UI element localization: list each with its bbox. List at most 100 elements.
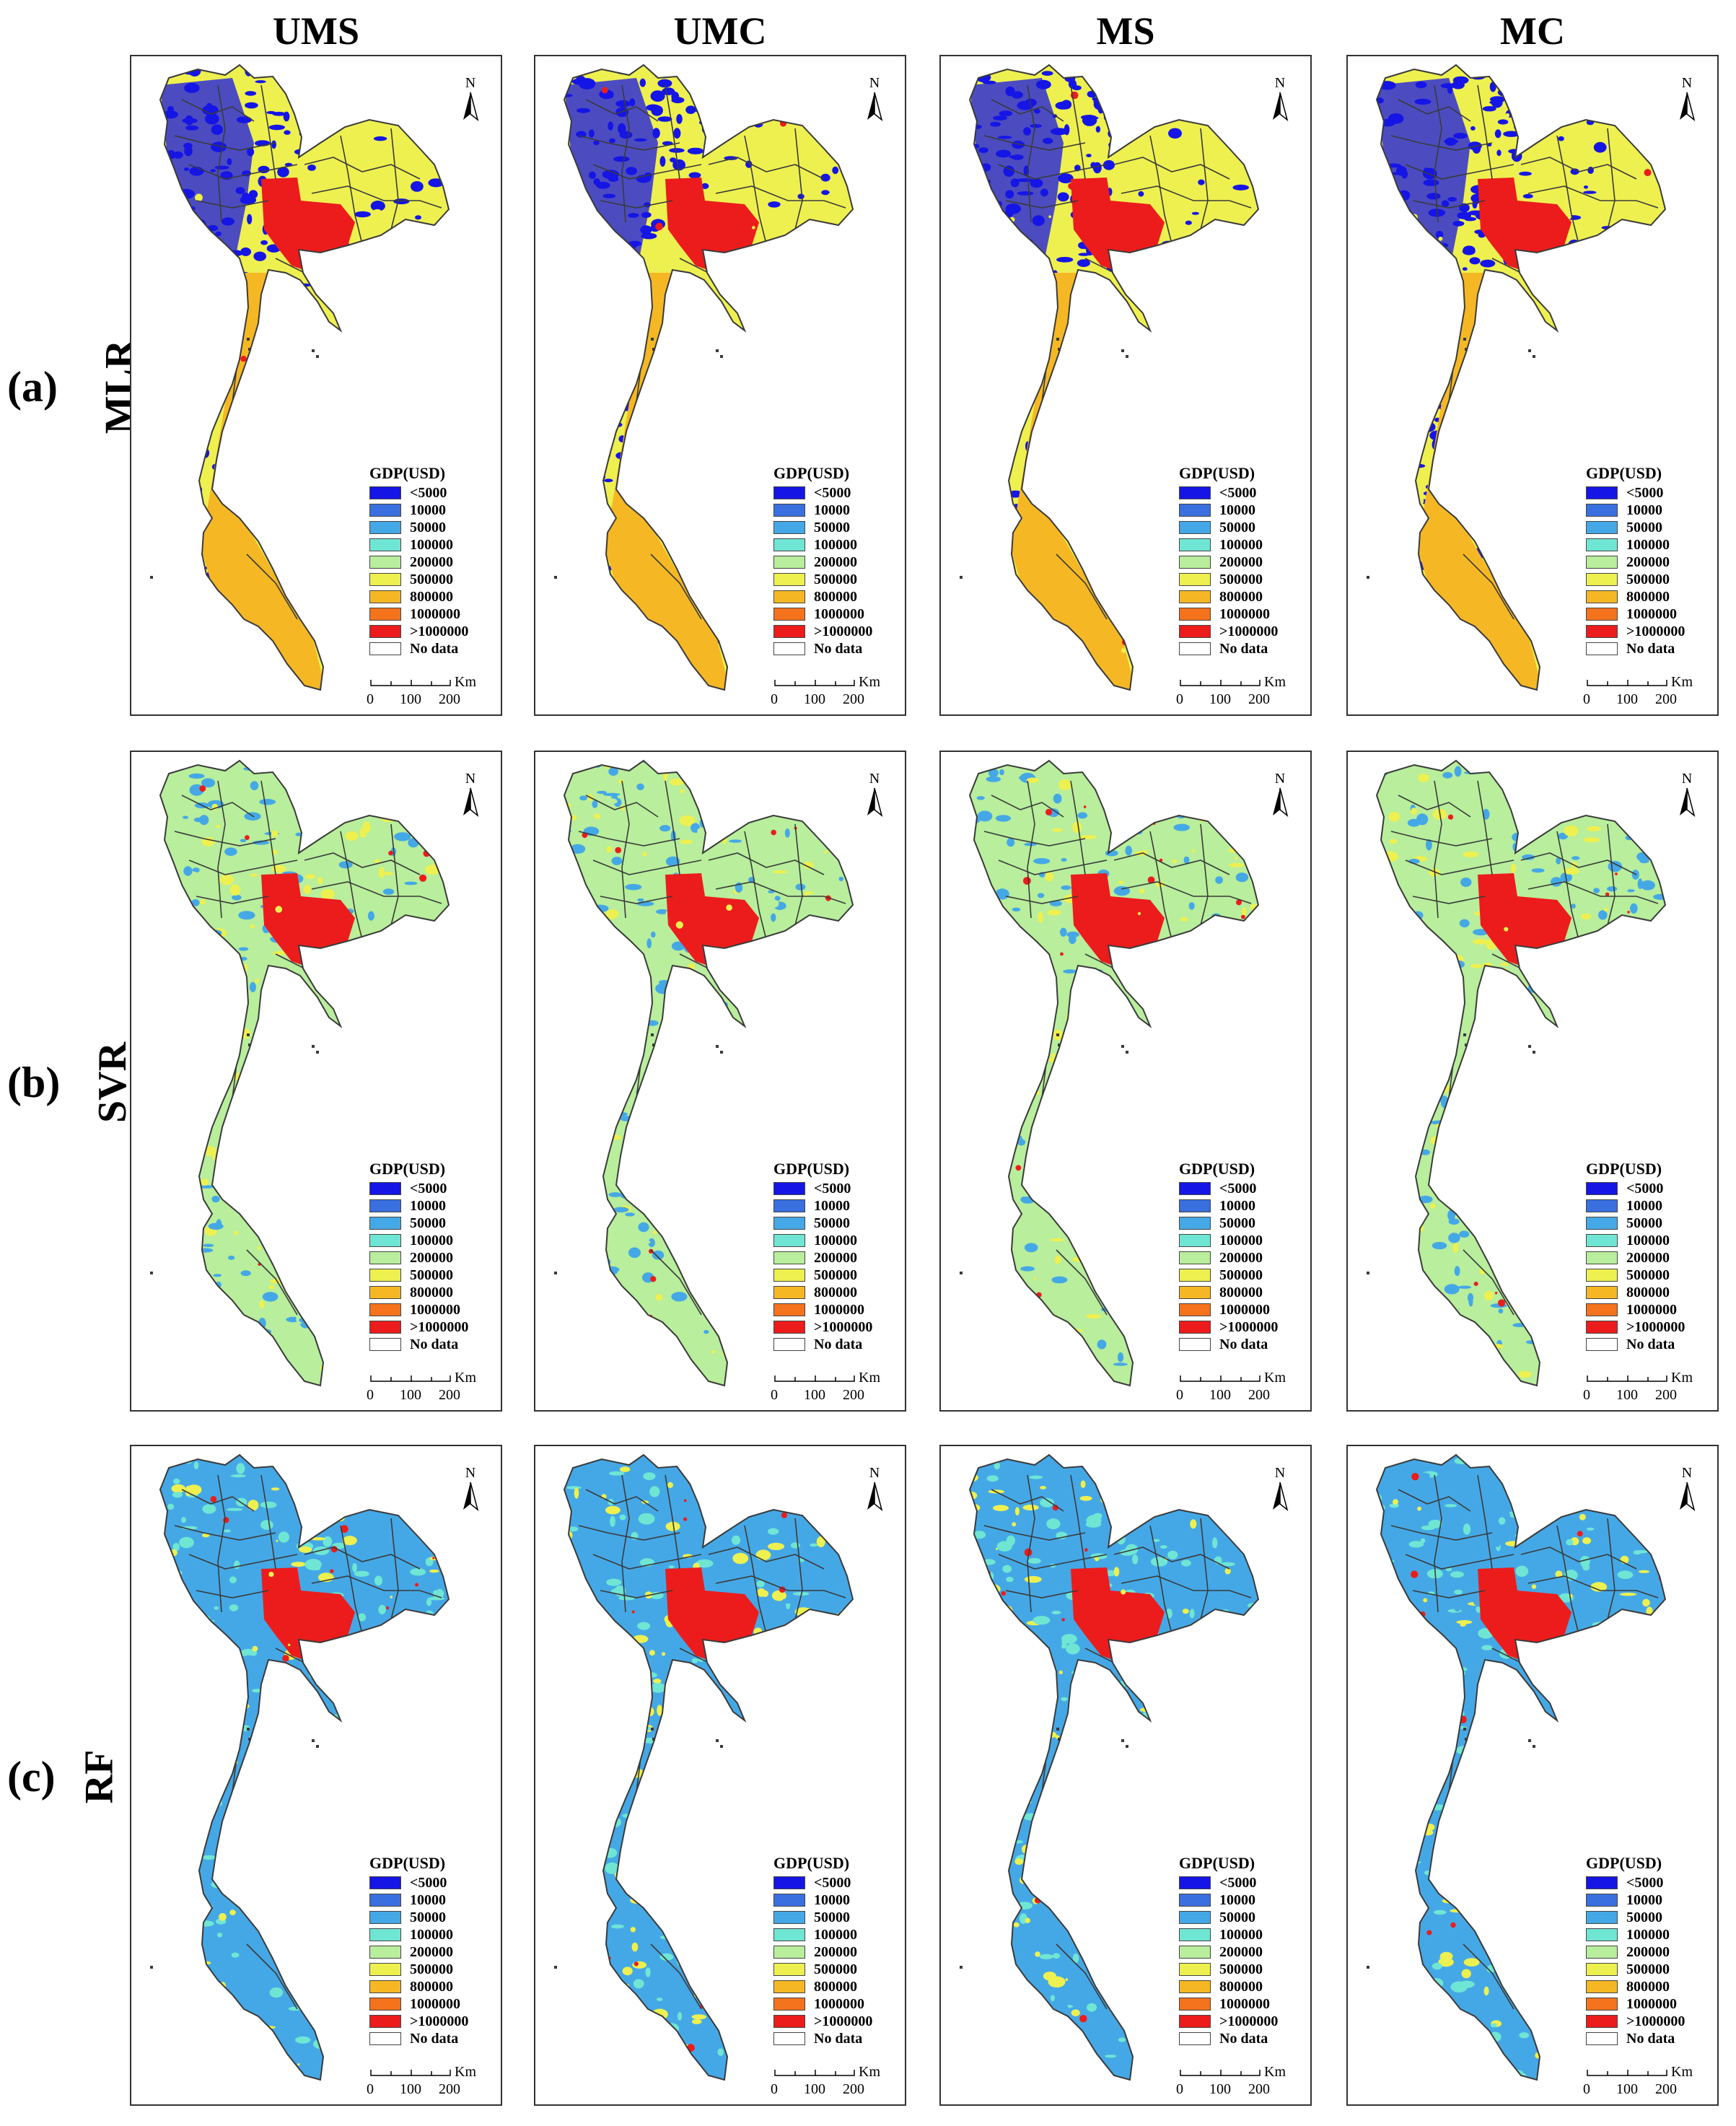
legend-label: 1000000 [410, 1302, 460, 1318]
legend-swatch [773, 1251, 805, 1264]
legend-item: 100000 [773, 1232, 903, 1249]
legend-item: No data [369, 640, 499, 657]
legend-item: 100000 [773, 536, 903, 554]
north-arrow-icon: N [456, 75, 485, 126]
scale-unit: Km [1264, 2064, 1286, 2080]
legend-swatch [369, 1321, 401, 1334]
scale-tick: 200 [1655, 691, 1677, 707]
legend-item: 1000000 [1586, 1301, 1716, 1318]
legend-label: 50000 [1219, 520, 1255, 535]
legend-item: 800000 [1179, 588, 1309, 605]
legend-label: 1000000 [1219, 1996, 1270, 2012]
legend-label: 200000 [1626, 1250, 1670, 1266]
legend-label: 500000 [1219, 1267, 1263, 1283]
legend-label: 200000 [1626, 554, 1670, 570]
north-label: N [869, 771, 880, 787]
legend-item: >1000000 [773, 1318, 903, 1336]
legend-label: >1000000 [1626, 2013, 1685, 2029]
legend-item: <5000 [1179, 1180, 1309, 1197]
legend-item: 50000 [1179, 1215, 1309, 1232]
legend-swatch [1179, 1251, 1211, 1264]
legend-swatch [1179, 1876, 1211, 1889]
legend-swatch [773, 1234, 805, 1247]
map-panel-rf-umc: N GDP(USD) <5000 10000 50000 100000 200000 5000… [534, 1445, 906, 2106]
legend-label: 100000 [410, 1927, 453, 1943]
scale-tick: 0 [367, 691, 374, 707]
legend-label: <5000 [814, 1875, 851, 1891]
legend-swatch [773, 1876, 805, 1889]
legend-label: 50000 [814, 1215, 850, 1231]
legend-item: >1000000 [1586, 1318, 1716, 1336]
legend-label: 10000 [1219, 1892, 1255, 1908]
legend-swatch [1586, 1321, 1618, 1334]
scale-tick: 0 [771, 2081, 778, 2097]
legend-swatch [1586, 1911, 1618, 1924]
legend-item: 800000 [369, 1978, 499, 1995]
legend-item: <5000 [1586, 1874, 1716, 1891]
legend-swatch [1586, 504, 1618, 517]
north-label: N [1681, 75, 1693, 91]
map-panel-svr-mc: N GDP(USD) <5000 10000 50000 100000 200000 5000… [1346, 751, 1719, 1412]
legend-label: 500000 [1626, 1961, 1670, 1977]
scale-tick: 200 [1248, 2081, 1270, 2097]
legend-item: 200000 [1179, 1943, 1309, 1961]
gdp-map [554, 1453, 854, 2081]
legend-label: 800000 [814, 1285, 857, 1300]
legend-title: GDP(USD) [773, 1854, 850, 1872]
legend-item: 50000 [369, 519, 499, 536]
legend-item: No data [1179, 2030, 1309, 2047]
north-label: N [1274, 771, 1286, 787]
legend-swatch [773, 1911, 805, 1924]
legend-title: GDP(USD) [1586, 1854, 1662, 1872]
legend-item: 1000000 [369, 1301, 499, 1318]
legend-label: 100000 [410, 1233, 453, 1248]
legend-title: GDP(USD) [1586, 1160, 1662, 1178]
legend-swatch [773, 2015, 805, 2028]
gdp-map [1367, 64, 1667, 691]
legend-label: <5000 [814, 1181, 851, 1197]
legend-title: GDP(USD) [369, 1160, 446, 1178]
legend-label: 500000 [1626, 572, 1670, 587]
scale-tick: 0 [367, 2081, 374, 2097]
legend-swatch [369, 1286, 401, 1299]
legend-item: No data [369, 1336, 499, 1353]
legend-label: 10000 [410, 1892, 446, 1908]
scale-bar: Km 0 100 200 [1176, 2064, 1309, 2103]
legend-item: <5000 [1586, 1180, 1716, 1197]
legend-item: 800000 [369, 1284, 499, 1301]
legend-swatch [1179, 1998, 1211, 2011]
legend-swatch [773, 486, 805, 499]
legend-item: 800000 [1179, 1284, 1309, 1301]
legend-item: 800000 [369, 588, 499, 605]
legend-swatch [1179, 538, 1211, 551]
legend-label: 1000000 [1219, 606, 1270, 622]
north-arrow-icon: N [860, 1465, 889, 1515]
legend-label: No data [410, 641, 459, 657]
legend-item: 10000 [773, 502, 903, 519]
legend-label: 100000 [1219, 1233, 1263, 1248]
legend-label: 800000 [410, 1979, 453, 1995]
scale-tick: 100 [804, 2081, 825, 2097]
legend-item: 200000 [1586, 1943, 1716, 1961]
legend-swatch [1179, 1199, 1211, 1212]
legend-label: <5000 [1219, 1875, 1257, 1891]
legend-swatch [1586, 1182, 1618, 1195]
scale-bar: Km 0 100 200 [367, 674, 499, 713]
scale-unit: Km [1264, 674, 1286, 690]
legend-swatch [1586, 1946, 1618, 1959]
north-arrow-icon: N [1266, 75, 1294, 126]
legend-swatch [369, 1928, 401, 1941]
scale-tick: 200 [1655, 1387, 1677, 1403]
legend-item: 500000 [1586, 571, 1716, 588]
scale-unit: Km [859, 674, 880, 690]
legend-label: 1000000 [1626, 1302, 1677, 1318]
legend-swatch [1586, 521, 1618, 534]
legend-title: GDP(USD) [1179, 1160, 1255, 1178]
legend-item: 100000 [369, 1232, 499, 1249]
legend-label: 50000 [814, 1910, 850, 1925]
scale-tick: 200 [843, 1387, 864, 1403]
legend-label: >1000000 [1626, 1319, 1685, 1335]
legend-swatch [1586, 625, 1618, 638]
legend-swatch [1179, 1269, 1211, 1282]
legend-item: >1000000 [1586, 623, 1716, 640]
